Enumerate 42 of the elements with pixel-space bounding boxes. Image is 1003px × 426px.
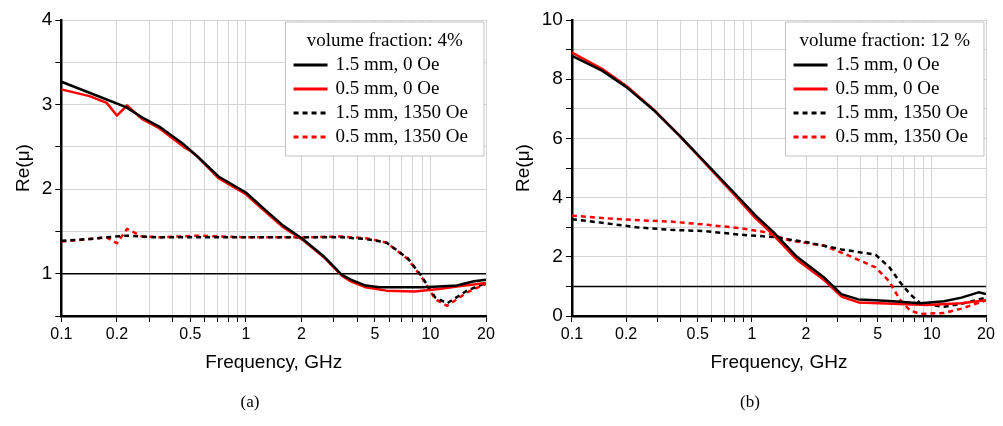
y-tick-label: 4 [41, 8, 53, 30]
x-tick-label: 2 [297, 325, 307, 343]
x-tick-label: 2 [801, 325, 811, 343]
text: (b) [739, 392, 761, 412]
x-axis-title: Frequency, GHz [205, 350, 343, 372]
x-tick-label: 0.2 [105, 325, 129, 343]
x-tick-label: 0.1 [50, 325, 73, 343]
x-tick-label: 1 [747, 325, 757, 343]
x-axis-title: Frequency, GHz [710, 350, 848, 372]
x-tick-label: 10 [421, 325, 440, 343]
y-tick-label: 4 [552, 185, 564, 207]
text: (a) [239, 392, 261, 412]
y-axis-title: Re(μ) [511, 144, 533, 192]
x-tick-label: 20 [477, 325, 495, 343]
y-tick-label: 6 [552, 126, 563, 148]
y-tick-label: 0 [552, 304, 563, 326]
legend-label: 0.5 mm, 0 Oe [835, 76, 940, 98]
legend-label: 1.5 mm, 1350 Oe [835, 100, 969, 122]
y-tick-label: 1 [41, 261, 53, 283]
y-tick-label: 2 [552, 245, 563, 267]
x-tick-label: 5 [370, 325, 380, 343]
x-tick-label: 0.1 [560, 325, 584, 343]
y-tick-label: 2 [41, 177, 53, 199]
x-tick-label: 0.2 [614, 325, 638, 343]
y-tick-label: 8 [552, 67, 563, 89]
legend-label: 0.5 mm, 1350 Oe [335, 124, 469, 146]
legend-label: 0.5 mm, 1350 Oe [835, 124, 969, 146]
x-tick-label: 20 [977, 325, 995, 343]
y-tick-label: 3 [41, 92, 53, 114]
x-tick-label: 10 [922, 325, 941, 343]
legend-label: 1.5 mm, 1350 Oe [335, 100, 469, 122]
legend-label: 1.5 mm, 0 Oe [835, 52, 940, 74]
x-tick-label: 0.5 [686, 325, 709, 343]
legend-label: 1.5 mm, 0 Oe [335, 52, 440, 74]
legend-title: volume fraction: 12 % [799, 28, 971, 50]
y-axis-title: Re(μ) [11, 144, 33, 192]
x-tick-label: 5 [873, 325, 883, 343]
legend-label: 0.5 mm, 0 Oe [335, 76, 440, 98]
x-tick-label: 0.5 [179, 325, 202, 343]
y-tick-label: 10 [541, 8, 563, 30]
x-tick-label: 1 [241, 325, 251, 343]
legend-title: volume fraction: 4% [306, 28, 464, 50]
